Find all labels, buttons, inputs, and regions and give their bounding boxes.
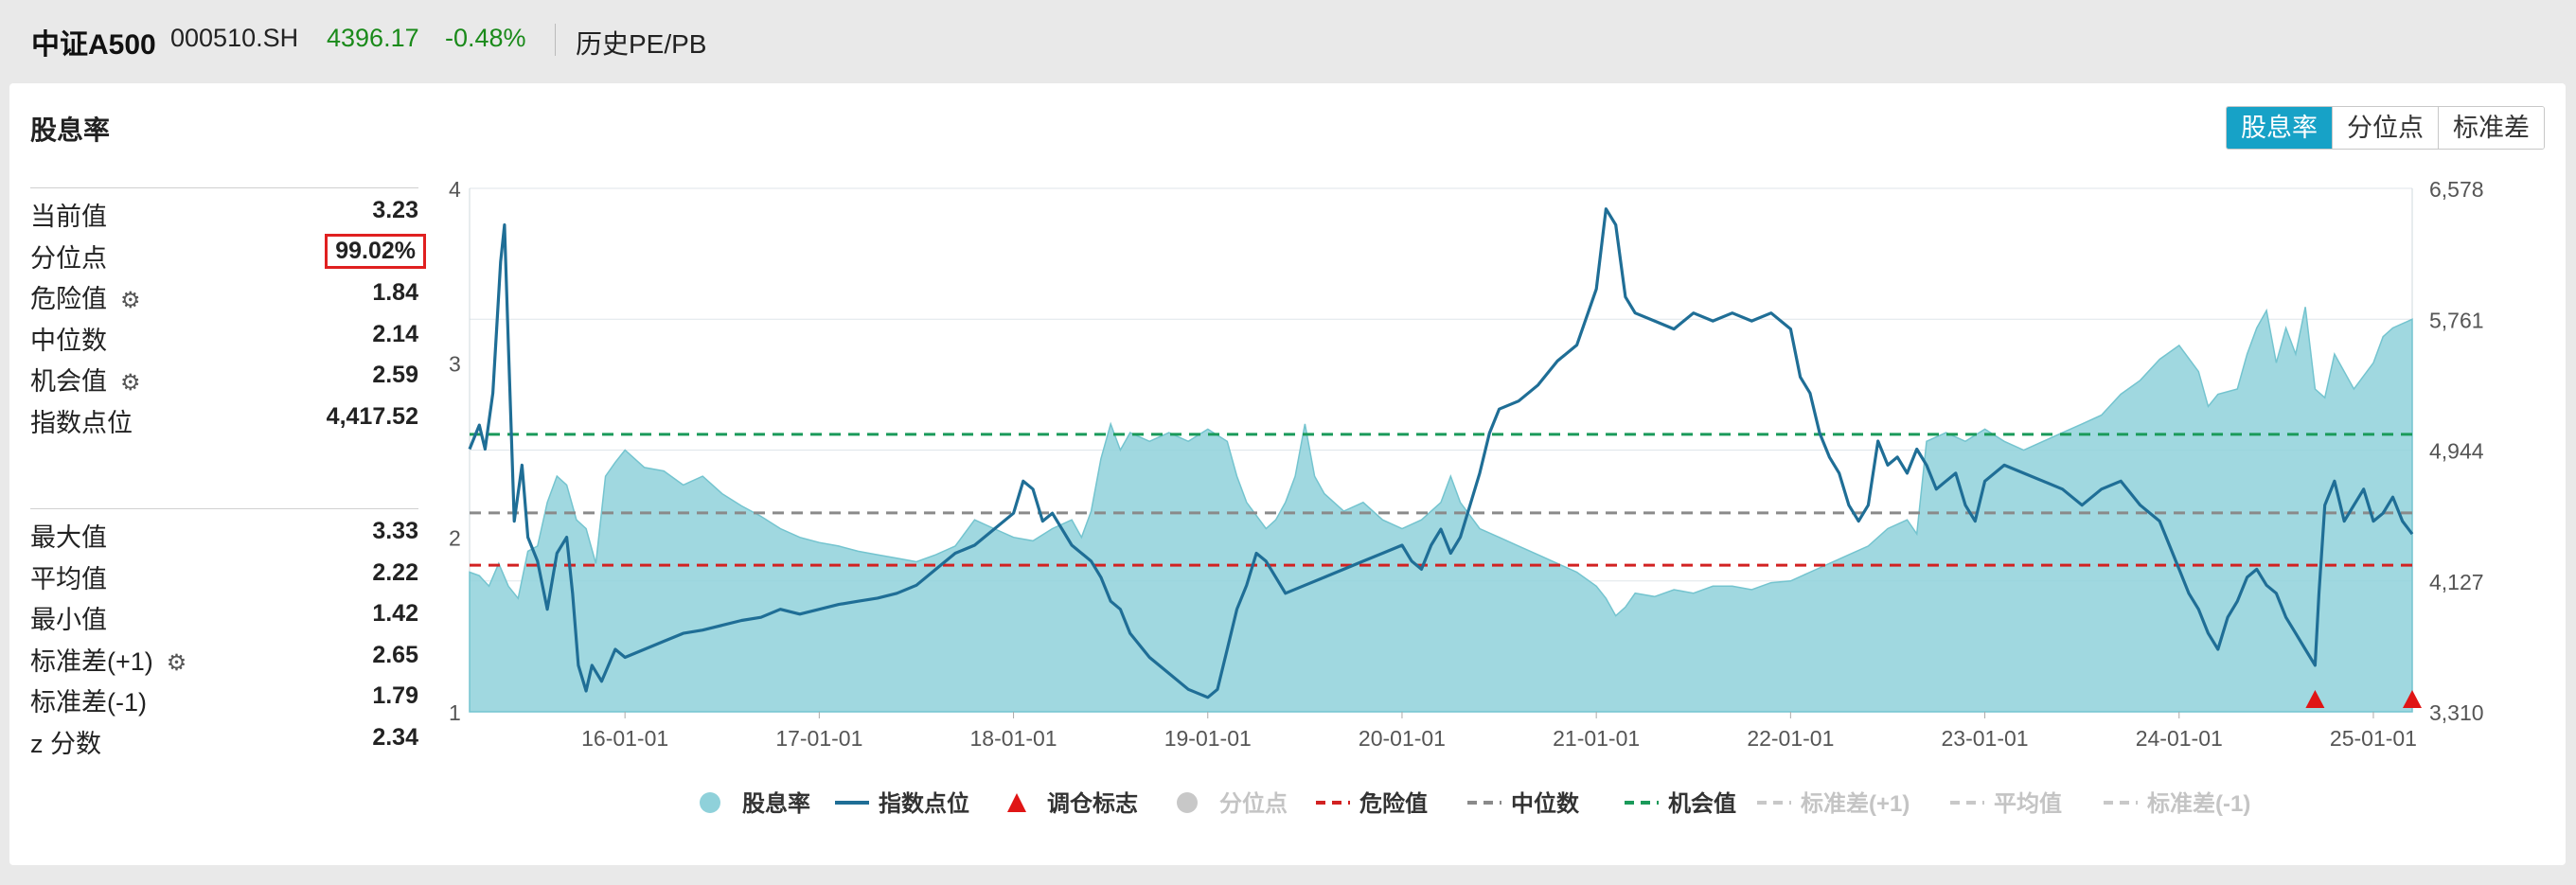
stat-label: 最小值 bbox=[30, 606, 107, 634]
x-tick-label: 18-01-01 bbox=[970, 726, 1057, 751]
gear-icon[interactable]: ⚙ bbox=[120, 288, 141, 313]
stat-value: 1.84 bbox=[372, 279, 418, 306]
gear-icon[interactable]: ⚙ bbox=[120, 370, 141, 396]
stat-value: 3.23 bbox=[372, 197, 418, 223]
index-code: 000510.SH bbox=[170, 24, 299, 52]
tab-std-dev[interactable]: 标准差 bbox=[2438, 107, 2544, 149]
legend-swatch bbox=[1177, 792, 1198, 813]
metric-tabs: 股息率 分位点 标准差 bbox=[2226, 106, 2545, 150]
stat-value: 99.02% bbox=[325, 233, 426, 269]
stat-value: 2.59 bbox=[372, 362, 418, 388]
y-right-tick-label: 4,944 bbox=[2429, 439, 2484, 464]
stats-current: 当前值 3.23 分位点 99.02% 危险值 ⚙ 1.84 中位数 2.14 机会值 ⚙ 2.59 指… bbox=[30, 187, 426, 437]
index-level-line bbox=[468, 207, 2414, 699]
stat-label: 标准差(-1) bbox=[30, 688, 147, 717]
stat-row: 指数点位 4,417.52 bbox=[30, 395, 418, 437]
x-tick-label: 24-01-01 bbox=[2136, 726, 2223, 751]
stats-summary: 最大值 3.33 平均值 2.22 最小值 1.42 标准差(+1) ⚙ 2.65 标准差(-1)… bbox=[30, 508, 418, 758]
x-tick-label: 21-01-01 bbox=[1553, 726, 1640, 751]
panel-title: 股息率 bbox=[30, 115, 111, 145]
stat-value: 2.34 bbox=[372, 723, 418, 751]
x-tick-label: 23-01-01 bbox=[1942, 726, 2029, 751]
y-right-tick-label: 6,578 bbox=[2429, 177, 2484, 202]
legend-label[interactable]: 标准差(-1) bbox=[2147, 790, 2250, 817]
header-bar: 中证A500 000510.SH 4396.17 -0.48% 历史PE/PB bbox=[0, 0, 2576, 80]
stat-label: 分位点 bbox=[30, 243, 107, 273]
index-name: 中证A500 bbox=[31, 29, 156, 61]
stat-row: 平均值 2.22 bbox=[30, 551, 418, 593]
stat-value: 1.79 bbox=[372, 682, 418, 709]
stat-row: 分位点 99.02% bbox=[30, 230, 426, 273]
tab-percentile[interactable]: 分位点 bbox=[2332, 107, 2438, 149]
stat-row: 最大值 3.33 bbox=[30, 509, 418, 552]
x-tick-label: 25-01-01 bbox=[2330, 726, 2417, 751]
stat-value: 2.14 bbox=[372, 320, 418, 347]
stat-value: 2.22 bbox=[372, 558, 418, 586]
stat-value: 2.65 bbox=[372, 641, 418, 668]
x-tick-label: 19-01-01 bbox=[1164, 726, 1252, 751]
index-change: -0.48% bbox=[445, 24, 526, 52]
stat-value: 4,417.52 bbox=[326, 402, 418, 430]
legend-label[interactable]: 平均值 bbox=[1994, 790, 2062, 817]
stat-label: 最大值 bbox=[30, 523, 107, 552]
legend-label[interactable]: 标准差(+1) bbox=[1801, 790, 1910, 817]
header-subtitle[interactable]: 历史PE/PB bbox=[576, 29, 707, 59]
x-tick-label: 16-01-01 bbox=[581, 726, 668, 751]
dividend-yield-area bbox=[469, 307, 2413, 713]
stat-label: 中位数 bbox=[30, 326, 107, 355]
x-tick-label: 17-01-01 bbox=[775, 726, 862, 751]
y-left-tick-label: 3 bbox=[449, 351, 461, 376]
rebalance-marker bbox=[2305, 690, 2325, 708]
index-price: 4396.17 bbox=[327, 24, 419, 52]
legend-label[interactable]: 危险值 bbox=[1359, 790, 1428, 817]
stat-label: 指数点位 bbox=[30, 408, 133, 437]
gear-icon[interactable]: ⚙ bbox=[166, 649, 187, 676]
legend-label[interactable]: 调仓标志 bbox=[1047, 790, 1138, 817]
stat-label: 标准差(+1) ⚙ bbox=[30, 646, 187, 676]
y-left-tick-label: 1 bbox=[449, 700, 461, 725]
dividend-yield-chart: 3,310 4,127 4,944 5,761 6,578 1 2 3 4 16-01-01 17-… bbox=[449, 177, 2484, 817]
y-right-tick-label: 3,310 bbox=[2429, 700, 2484, 725]
stat-row: 中位数 2.14 bbox=[30, 312, 418, 355]
stat-row: 危险值 ⚙ 1.84 bbox=[30, 271, 418, 313]
stat-value: 1.42 bbox=[372, 600, 418, 627]
header-divider bbox=[555, 24, 556, 56]
stat-row: z 分数 2.34 bbox=[30, 716, 418, 758]
stat-row: 标准差(-1) 1.79 bbox=[30, 674, 418, 717]
y-right-tick-label: 5,761 bbox=[2429, 308, 2484, 332]
stat-label: 机会值 ⚙ bbox=[30, 367, 141, 396]
x-tick-label: 20-01-01 bbox=[1359, 726, 1446, 751]
stat-row: 当前值 3.23 bbox=[30, 188, 418, 231]
stat-label: 平均值 bbox=[30, 564, 107, 593]
stat-label: z 分数 bbox=[30, 729, 102, 758]
chart-panel: 股息率 股息率 分位点 标准差 当前值 3.23 分位点 99.02% 危险值 ⚙ 1.84… bbox=[9, 83, 2566, 865]
x-tick-label: 22-01-01 bbox=[1747, 726, 1834, 751]
stat-label: 当前值 bbox=[30, 203, 107, 231]
tab-dividend-yield[interactable]: 股息率 bbox=[2227, 107, 2332, 149]
legend-label[interactable]: 机会值 bbox=[1668, 790, 1736, 817]
legend-swatch bbox=[1007, 793, 1026, 812]
stat-row: 最小值 1.42 bbox=[30, 592, 418, 634]
stat-row: 机会值 ⚙ 2.59 bbox=[30, 353, 418, 396]
stat-value: 3.33 bbox=[372, 518, 418, 544]
stat-row: 标准差(+1) ⚙ 2.65 bbox=[30, 633, 418, 676]
legend-label[interactable]: 分位点 bbox=[1219, 790, 1288, 817]
stat-label: 危险值 ⚙ bbox=[30, 285, 141, 313]
legend-label[interactable]: 中位数 bbox=[1511, 790, 1580, 817]
y-right-tick-label: 4,127 bbox=[2429, 570, 2484, 594]
rebalance-marker bbox=[2403, 690, 2422, 708]
y-left-tick-label: 2 bbox=[449, 526, 461, 551]
legend-swatch bbox=[700, 792, 720, 813]
legend-label[interactable]: 股息率 bbox=[742, 790, 810, 817]
legend-label[interactable]: 指数点位 bbox=[879, 790, 969, 817]
y-left-tick-label: 4 bbox=[449, 177, 461, 202]
